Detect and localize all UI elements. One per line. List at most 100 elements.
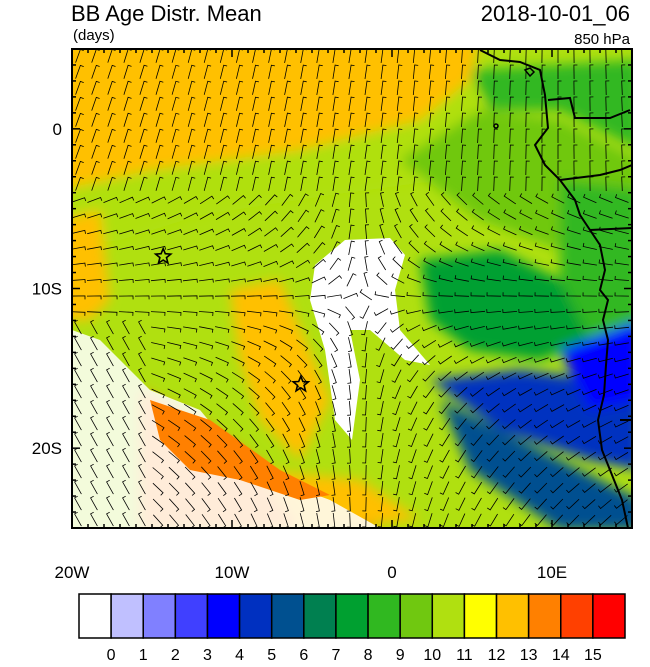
wind-barb — [392, 256, 404, 270]
lon-tick-label: 10E — [537, 563, 567, 582]
wind-barb — [167, 229, 183, 235]
wind-barb — [329, 257, 342, 270]
wind-barb — [184, 419, 197, 432]
wind-barb — [315, 497, 320, 512]
wind-barb — [428, 80, 435, 96]
wind-barb — [75, 160, 84, 175]
wind-barb — [232, 418, 244, 432]
wind-barb — [230, 310, 246, 317]
wind-barb — [268, 96, 275, 111]
wind-barb — [122, 335, 130, 351]
wind-barb — [151, 196, 167, 204]
wind-barb — [541, 176, 546, 192]
wind-barb — [167, 419, 181, 432]
wind-barb — [525, 96, 530, 112]
colorbar-swatch — [367, 593, 401, 639]
wind-barb — [167, 326, 182, 333]
wind-barb — [217, 497, 227, 513]
wind-barb — [377, 401, 384, 416]
wind-barb — [613, 436, 629, 444]
wind-barb — [247, 356, 261, 367]
wind-barb — [518, 275, 533, 282]
wind-barb — [422, 274, 437, 283]
wind-barb — [362, 464, 367, 480]
wind-barb — [215, 211, 231, 220]
wind-barb — [364, 112, 371, 127]
wind-barb — [249, 449, 259, 465]
wind-barb — [364, 80, 371, 95]
wind-barb — [152, 498, 164, 512]
wind-barb — [331, 385, 337, 401]
wind-barb — [454, 418, 467, 430]
wind-barb — [566, 325, 581, 330]
wind-barb — [155, 80, 164, 95]
wind-barb — [407, 417, 418, 431]
wind-barb — [75, 144, 84, 159]
wind-barb — [364, 224, 369, 240]
wind-barb — [313, 354, 323, 369]
wind-barb — [187, 144, 196, 159]
wind-barb — [605, 49, 610, 64]
wind-barb — [394, 223, 402, 239]
wind-barb — [134, 311, 150, 316]
wind-barb — [424, 208, 435, 222]
wind-barb — [438, 257, 453, 268]
wind-barb — [247, 340, 262, 351]
wind-barb — [439, 497, 450, 512]
wind-barb — [279, 277, 295, 283]
wind-barb — [461, 64, 467, 80]
wind-barb — [376, 272, 388, 285]
wind-barb — [551, 193, 565, 204]
star-marker-west — [153, 246, 173, 265]
wind-barb — [199, 388, 213, 399]
wind-barb — [282, 465, 290, 481]
wind-barb — [364, 128, 371, 143]
wind-barb — [215, 278, 230, 283]
wind-barb — [614, 243, 629, 250]
wind-barb — [151, 357, 166, 366]
wind-barb — [166, 278, 182, 283]
wind-barb — [396, 80, 403, 96]
wind-barb — [263, 260, 279, 267]
wind-barb — [123, 176, 132, 191]
wind-barb — [605, 144, 610, 160]
wind-barb — [201, 466, 212, 480]
wind-barb — [74, 383, 82, 399]
colorbar-swatch — [592, 593, 626, 639]
wind-barb — [550, 342, 565, 346]
wind-barb — [299, 497, 305, 513]
wind-barb — [566, 341, 581, 346]
colorbar-tick-label: 15 — [583, 647, 602, 664]
wind-barb — [582, 242, 597, 250]
wind-barb — [169, 514, 180, 528]
wind-barb — [361, 368, 367, 384]
wind-barb — [282, 433, 290, 449]
wind-barb — [314, 209, 325, 223]
wind-barb — [423, 257, 437, 268]
wind-barb — [438, 402, 451, 415]
wind-barb — [266, 497, 274, 513]
wind-barb — [390, 291, 406, 298]
wind-barb — [549, 435, 564, 445]
wind-barb — [477, 128, 482, 144]
wind-barb — [550, 308, 566, 313]
wind-barb — [72, 229, 86, 234]
wind-barb — [364, 256, 369, 271]
wind-barb — [330, 353, 338, 369]
wind-barb — [284, 176, 291, 191]
wind-barb — [346, 432, 351, 448]
wind-barb — [582, 275, 598, 281]
wind-barb — [380, 128, 387, 143]
wind-barb — [151, 212, 167, 220]
wind-barb — [107, 80, 116, 95]
wind-barb — [236, 64, 244, 79]
wind-barb — [268, 80, 275, 95]
wind-barb — [247, 244, 263, 252]
wind-barb — [486, 242, 501, 251]
wind-barb — [534, 498, 547, 510]
wind-barb — [598, 259, 613, 266]
wind-barb — [184, 466, 196, 480]
wind-barb — [605, 112, 610, 128]
wind-barb — [453, 371, 468, 381]
wind-barb — [477, 144, 482, 160]
